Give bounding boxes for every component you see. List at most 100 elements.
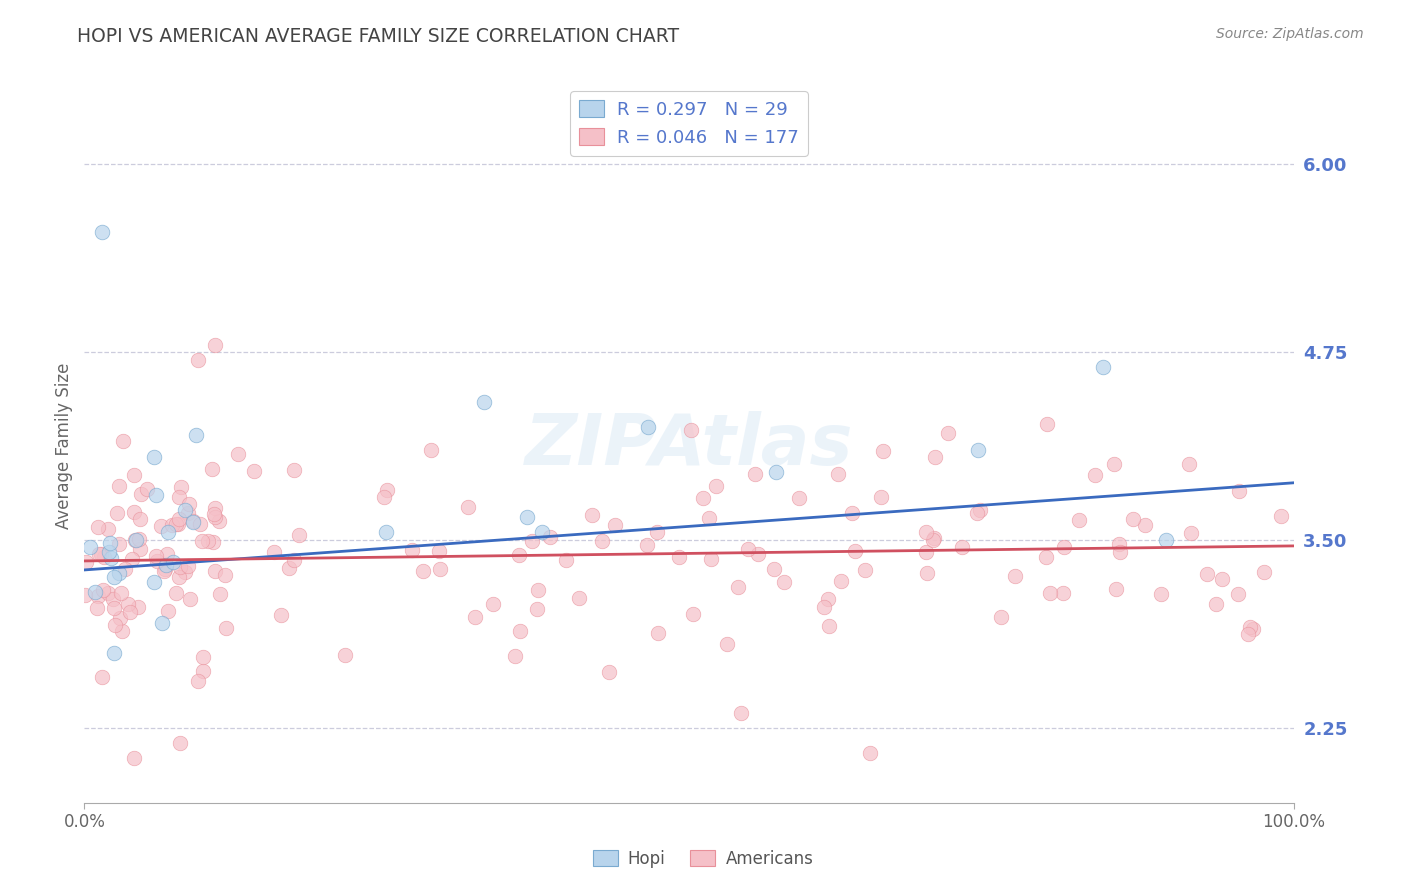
Point [1237, 627, 1260, 641]
Point [97, 523, 120, 537]
Point [922, 533, 945, 547]
Point [1102, 457, 1125, 471]
Point [204, 337, 226, 351]
Point [915, 524, 938, 539]
Point [516, 510, 538, 524]
Point [747, 547, 769, 561]
Point [167, 512, 190, 526]
Point [727, 580, 749, 594]
Point [145, 549, 167, 563]
Point [581, 508, 603, 523]
Point [844, 544, 866, 558]
Point [704, 479, 727, 493]
Point [188, 516, 211, 531]
Point [645, 524, 668, 539]
Text: ZIPAtlas: ZIPAtlas [524, 411, 853, 481]
Point [668, 549, 690, 564]
Point [111, 624, 134, 639]
Point [283, 463, 305, 477]
Point [922, 531, 945, 545]
Point [1135, 517, 1157, 532]
Point [990, 610, 1012, 624]
Point [90, 670, 112, 684]
Point [730, 706, 752, 720]
Point [787, 491, 810, 505]
Point [637, 420, 659, 434]
Point [263, 545, 285, 559]
Point [118, 605, 141, 619]
Point [166, 516, 188, 531]
Point [555, 553, 578, 567]
Point [869, 490, 891, 504]
Point [93, 549, 115, 564]
Point [128, 533, 150, 547]
Point [1053, 541, 1076, 555]
Point [1105, 582, 1128, 596]
Point [179, 592, 201, 607]
Point [111, 434, 134, 448]
Point [165, 517, 187, 532]
Point [157, 525, 180, 540]
Point [830, 574, 852, 588]
Point [105, 507, 128, 521]
Point [207, 515, 229, 529]
Point [457, 500, 479, 515]
Point [762, 562, 785, 576]
Point [204, 509, 226, 524]
Y-axis label: Average Family Size: Average Family Size [55, 363, 73, 529]
Point [146, 554, 169, 568]
Point [122, 505, 145, 519]
Point [744, 467, 766, 482]
Point [162, 556, 184, 570]
Point [153, 561, 176, 575]
Point [179, 497, 201, 511]
Point [176, 506, 198, 520]
Point [165, 586, 187, 600]
Point [131, 487, 153, 501]
Point [191, 664, 214, 678]
Point [214, 567, 236, 582]
Point [226, 447, 249, 461]
Point [568, 591, 591, 605]
Point [84, 585, 107, 599]
Point [127, 599, 149, 614]
Legend: Hopi, Americans: Hopi, Americans [586, 844, 820, 875]
Point [90, 547, 112, 561]
Point [605, 518, 627, 533]
Point [692, 491, 714, 506]
Point [335, 648, 357, 663]
Point [375, 525, 398, 540]
Point [150, 519, 173, 533]
Point [1211, 572, 1233, 586]
Point [108, 537, 131, 551]
Point [87, 520, 110, 534]
Point [201, 462, 224, 476]
Point [737, 541, 759, 556]
Point [202, 534, 225, 549]
Point [169, 480, 191, 494]
Point [1084, 468, 1107, 483]
Point [162, 518, 184, 533]
Point [108, 566, 131, 580]
Point [682, 607, 704, 621]
Point [1205, 597, 1227, 611]
Point [101, 592, 124, 607]
Point [872, 443, 894, 458]
Point [169, 736, 191, 750]
Legend: R = 0.297   N = 29, R = 0.046   N = 177: R = 0.297 N = 29, R = 0.046 N = 177 [569, 91, 808, 156]
Point [482, 597, 505, 611]
Point [97, 545, 120, 559]
Point [135, 483, 157, 497]
Point [1035, 417, 1057, 431]
Point [79, 541, 101, 555]
Point [1067, 514, 1090, 528]
Point [91, 582, 114, 597]
Point [1052, 586, 1074, 600]
Point [938, 425, 960, 440]
Point [278, 560, 301, 574]
Point [142, 574, 165, 589]
Point [700, 552, 723, 566]
Point [765, 465, 787, 479]
Point [1270, 509, 1292, 524]
Point [214, 622, 236, 636]
